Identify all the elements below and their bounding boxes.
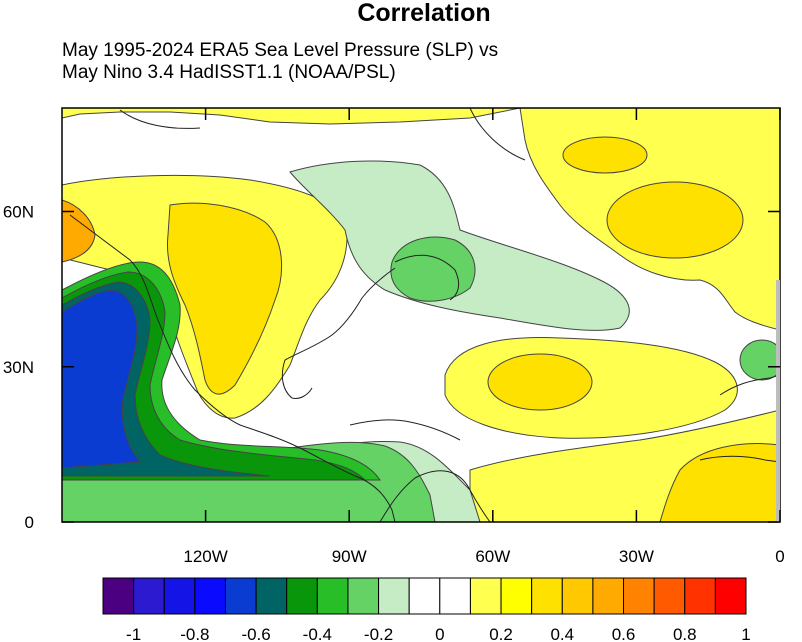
colorbar-swatch: [623, 577, 655, 615]
colorbar-swatch: [133, 577, 165, 615]
colorbar: -1 -0.8 -0.6 -0.4 -0.2 0 0.2 0.4 0.6 0.8 1: [102, 577, 751, 642]
map-axes: 120W 90W 60W 30W 0 0 30N 60N: [3, 108, 785, 566]
x-tick-label: 0: [775, 547, 784, 566]
x-tick-label: 60W: [475, 547, 510, 566]
colorbar-swatch: [224, 577, 257, 615]
colorbar-tick-label: -1: [126, 625, 141, 642]
field-gold-greenland: [562, 136, 648, 174]
colorbar-tick-label: 0.8: [673, 625, 697, 642]
colorbar-swatch: [286, 577, 318, 615]
colorbar-tick-label: 0.4: [550, 625, 574, 642]
colorbar-swatch: [684, 577, 716, 615]
chart-subtitle-line-2: May Nino 3.4 HadISST1.1 (NOAA/PSL): [62, 62, 396, 83]
colorbar-tick-label: -0.8: [180, 625, 209, 642]
colorbar-swatch: [500, 577, 533, 615]
chart-title: Correlation: [357, 0, 491, 27]
colorbar-tick-label: 0.2: [489, 625, 513, 642]
map-panel: [62, 108, 780, 522]
colorbar-swatch: [714, 577, 747, 615]
colorbar-tick-label: 0.6: [612, 625, 636, 642]
colorbar-swatch: [531, 577, 563, 615]
field-light-green-labrador: [390, 236, 476, 302]
colorbar-tick-label: -0.2: [364, 625, 393, 642]
colorbar-tick-label: -0.6: [241, 625, 270, 642]
y-tick-label: 30N: [3, 358, 34, 377]
chart-subtitle-line-1: May 1995-2024 ERA5 Sea Level Pressure (S…: [62, 40, 499, 61]
colorbar-tick-label: 0: [435, 625, 444, 642]
colorbar-swatch: [378, 577, 410, 615]
coastlines: [69, 108, 780, 522]
colorbar-swatch: [439, 577, 471, 615]
field-deep-blue-east-pacific: [62, 289, 142, 469]
y-tick-label: 0: [25, 513, 34, 532]
field-gold-subtropical-atlantic: [487, 353, 593, 411]
colorbar-swatch: [194, 577, 226, 615]
x-tick-label: 120W: [183, 547, 227, 566]
field-light-green-morocco: [739, 339, 780, 381]
field-gold-north-atlantic: [606, 181, 744, 259]
field-gold-north-america: [166, 202, 283, 395]
colorbar-swatch: [653, 577, 686, 615]
colorbar-swatch: [255, 577, 288, 615]
colorbar-tick-label: -0.4: [303, 625, 332, 642]
colorbar-swatch: [163, 577, 196, 615]
colorbar-swatch: [592, 577, 625, 615]
colorbar-swatch: [561, 577, 594, 615]
colorbar-swatch: [102, 577, 135, 615]
field-yellow-top-band: [62, 108, 521, 125]
gray-edge-strip: [776, 280, 780, 522]
colorbar-swatch: [316, 577, 349, 615]
colorbar-swatch: [469, 577, 502, 615]
y-tick-label: 60N: [3, 203, 34, 222]
colorbar-tick-label: 1: [741, 625, 750, 642]
x-tick-label: 90W: [332, 547, 367, 566]
colorbar-swatch: [408, 577, 441, 615]
colorbar-swatch: [347, 577, 380, 615]
x-tick-label: 30W: [619, 547, 654, 566]
